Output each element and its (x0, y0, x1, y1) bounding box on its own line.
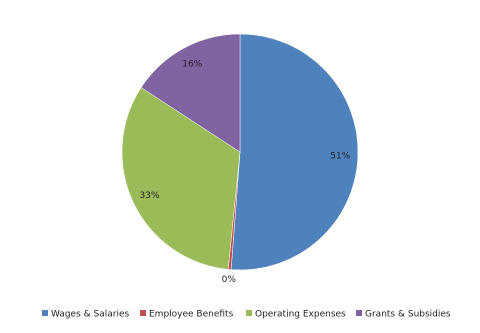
data-label: 16% (182, 59, 202, 69)
pie-slice (230, 33, 359, 271)
legend-swatch (246, 310, 252, 316)
data-label: 51% (330, 151, 350, 161)
data-label: 33% (140, 191, 160, 201)
legend-label: Wages & Salaries (51, 310, 129, 320)
data-label: 0% (222, 275, 237, 285)
legend-swatch (140, 310, 146, 316)
legend-swatch (42, 310, 48, 316)
legend-label: Grants & Subsidies (365, 310, 451, 320)
legend-label: Operating Expenses (255, 310, 346, 320)
pie-slice (140, 33, 241, 153)
legend-swatch (356, 310, 362, 316)
legend-label: Employee Benefits (149, 310, 234, 320)
